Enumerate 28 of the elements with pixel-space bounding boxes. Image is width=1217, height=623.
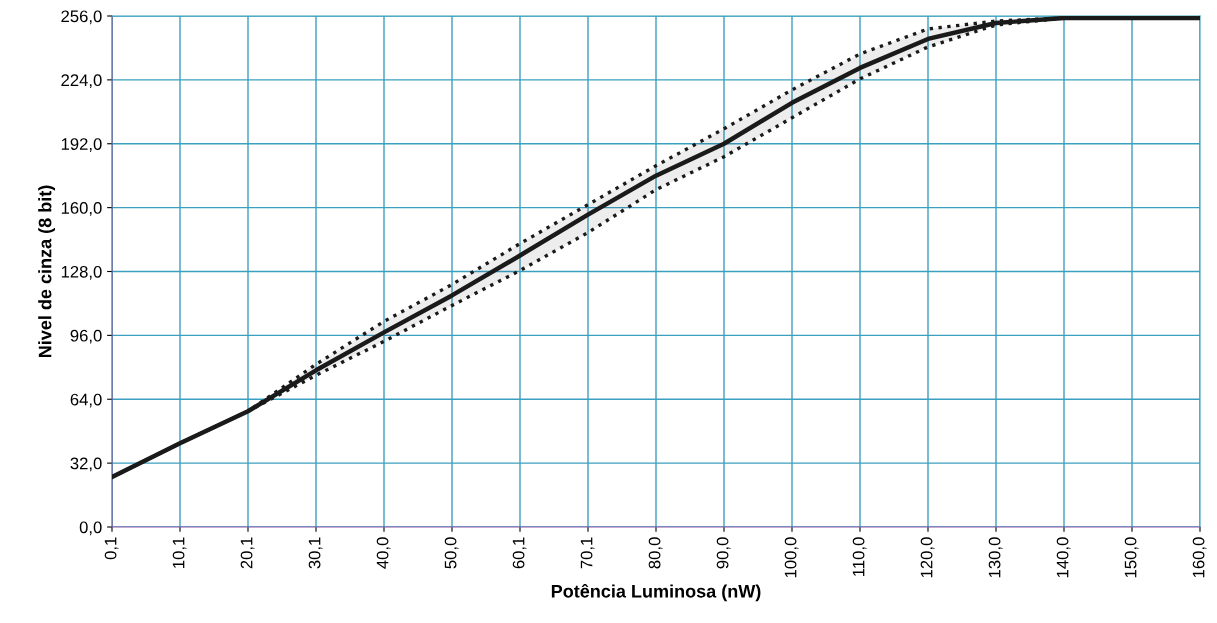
x-tick-label: 30,1 <box>308 537 323 569</box>
x-tick-label: 50,0 <box>444 537 459 569</box>
y-tick-label: 64,0 <box>70 393 102 408</box>
x-tick-label: 20,1 <box>240 537 255 569</box>
x-tick-label: 10,1 <box>172 537 187 568</box>
y-tick-label: 192,0 <box>61 138 102 152</box>
x-tick-label: 150,0 <box>1124 537 1139 578</box>
y-tick-label: 128,0 <box>61 265 102 280</box>
x-tick-label: 0,1 <box>104 537 119 560</box>
y-tick-label: 256,0 <box>61 10 102 25</box>
x-tick-label: 90,0 <box>716 537 731 569</box>
y-tick-label: 224,0 <box>61 74 102 89</box>
x-tick-label: 40,0 <box>376 537 391 569</box>
y-tick-label: 0,0 <box>79 521 102 536</box>
y-axis-title: Nivel de cinza (8 bit) <box>38 185 56 358</box>
y-tick-label: 32,0 <box>70 457 102 472</box>
x-tick-label: 130,0 <box>988 537 1003 578</box>
x-axis-title: Potência Luminosa (nW) <box>551 583 761 602</box>
x-tick-label: 70,1 <box>580 537 595 569</box>
x-tick-label: 120,0 <box>920 537 935 578</box>
x-tick-label: 60,1 <box>512 537 527 569</box>
x-tick-label: 100,0 <box>784 537 799 578</box>
x-tick-label: 140,0 <box>1056 537 1071 578</box>
y-tick-label: 96,0 <box>70 329 102 344</box>
x-tick-label: 160,0 <box>1192 537 1207 578</box>
y-tick-label: 160,0 <box>61 202 102 216</box>
x-tick-label: 80,0 <box>648 537 663 569</box>
x-tick-label: 110,0 <box>852 537 867 576</box>
